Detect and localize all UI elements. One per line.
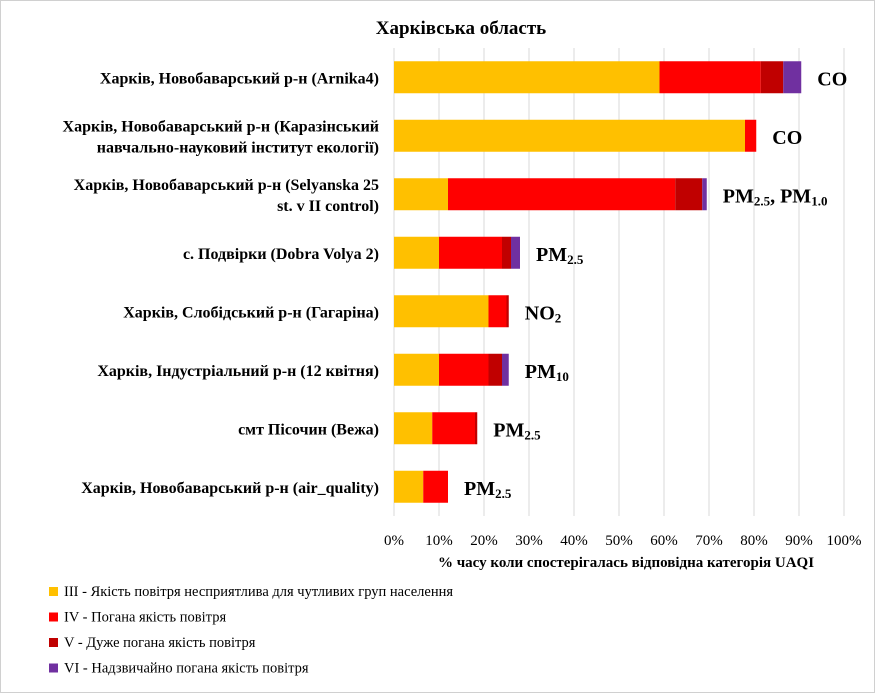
bar-segment — [702, 178, 707, 211]
legend-label: V - Дуже погана якість повітря — [64, 635, 256, 651]
bar-segment — [745, 119, 757, 152]
legend-swatch — [49, 663, 58, 673]
bar-segment — [760, 61, 784, 94]
x-tick-label: 100% — [827, 533, 862, 549]
bar-segment — [439, 353, 489, 386]
x-tick-label: 80% — [740, 533, 768, 549]
pollutant-labels: CO CO PM2.5, PM1.0 PM2.5 NO2 PM10 PM2.5 PM2.5 — [464, 68, 847, 501]
bar-segment — [448, 178, 676, 211]
pollutant-label: PM2.5 — [464, 478, 512, 501]
category-labels: Харків, Новобаварський р-н (Arnika4) Харк… — [63, 70, 379, 497]
pollutant-label: PM2.5 — [493, 419, 541, 442]
x-axis-title: % часу коли спостерігалась відповідна ка… — [438, 555, 814, 571]
x-tick-label: 10% — [425, 533, 453, 549]
x-tick-labels: 0% 10% 20% 30% 40% 50% 60% 70% 80% 90% 100% — [384, 533, 862, 549]
x-tick-label: 0% — [384, 533, 404, 549]
category-label: Харків, Новобаварський р-н (Selyanska 25… — [74, 177, 379, 215]
bar-segment — [439, 236, 502, 269]
bar-segment — [423, 470, 448, 503]
pollutant-label: PM2.5 — [536, 244, 584, 267]
bar-segment — [659, 61, 761, 94]
bar-segment — [783, 61, 802, 94]
x-tick-label: 40% — [560, 533, 588, 549]
category-label: Харків, Новобаварський р-н (Arnika4) — [100, 70, 379, 87]
legend: III - Якість повітря несприятлива для чу… — [49, 584, 453, 677]
pollutant-label: PM10 — [525, 361, 569, 384]
bar-segment — [394, 295, 489, 328]
bar-segment — [394, 470, 424, 503]
x-tick-label: 70% — [695, 533, 723, 549]
bar-segment — [488, 353, 502, 386]
x-tick-label: 90% — [785, 533, 813, 549]
bar-segment — [506, 295, 509, 328]
x-tick-label: 30% — [515, 533, 543, 549]
bar-segment — [502, 353, 509, 386]
bar-segment — [511, 236, 520, 269]
legend-label: III - Якість повітря несприятлива для чу… — [64, 584, 453, 600]
bar-segment — [432, 412, 475, 445]
category-label: Харків, Слобідський р-н (Гагаріна) — [123, 304, 379, 321]
category-label: Харків, Новобаварський р-н (Каразінський… — [63, 118, 379, 156]
x-tick-label: 60% — [650, 533, 678, 549]
category-label: Харків, Новобаварський р-н (air_quality) — [81, 480, 379, 497]
bar-segment — [394, 412, 433, 445]
legend-swatch — [49, 638, 58, 647]
bar-segments — [394, 61, 802, 503]
bar-segment — [394, 353, 439, 386]
legend-label: VI - Надзвичайно погана якість повітря — [64, 661, 309, 677]
bar-segment — [394, 236, 439, 269]
bar-segment — [394, 119, 745, 152]
grid-lines — [393, 48, 845, 516]
bar-segment — [475, 412, 478, 445]
pollutant-label: NO2 — [525, 302, 562, 325]
bar-segment — [675, 178, 703, 211]
bar-segment — [394, 61, 660, 94]
pollutant-label: PM2.5, PM1.0 — [723, 185, 828, 208]
pollutant-label: CO — [817, 68, 847, 90]
legend-label: IV - Погана якість повітря — [64, 610, 226, 626]
category-label: смт Пісочин (Вежа) — [238, 421, 379, 438]
category-label: Харків, Індустріальний р-н (12 квітня) — [97, 363, 379, 380]
bar-segment — [502, 236, 511, 269]
category-label: с. Подвірки (Dobra Volya 2) — [183, 246, 379, 263]
chart-title: Харківська область — [376, 18, 546, 39]
x-tick-label: 50% — [605, 533, 633, 549]
legend-swatch — [49, 587, 58, 596]
bar-segment — [394, 178, 448, 211]
bar-segment — [488, 295, 507, 328]
pollutant-label: CO — [772, 127, 802, 149]
legend-swatch — [49, 612, 58, 622]
x-tick-label: 20% — [470, 533, 498, 549]
